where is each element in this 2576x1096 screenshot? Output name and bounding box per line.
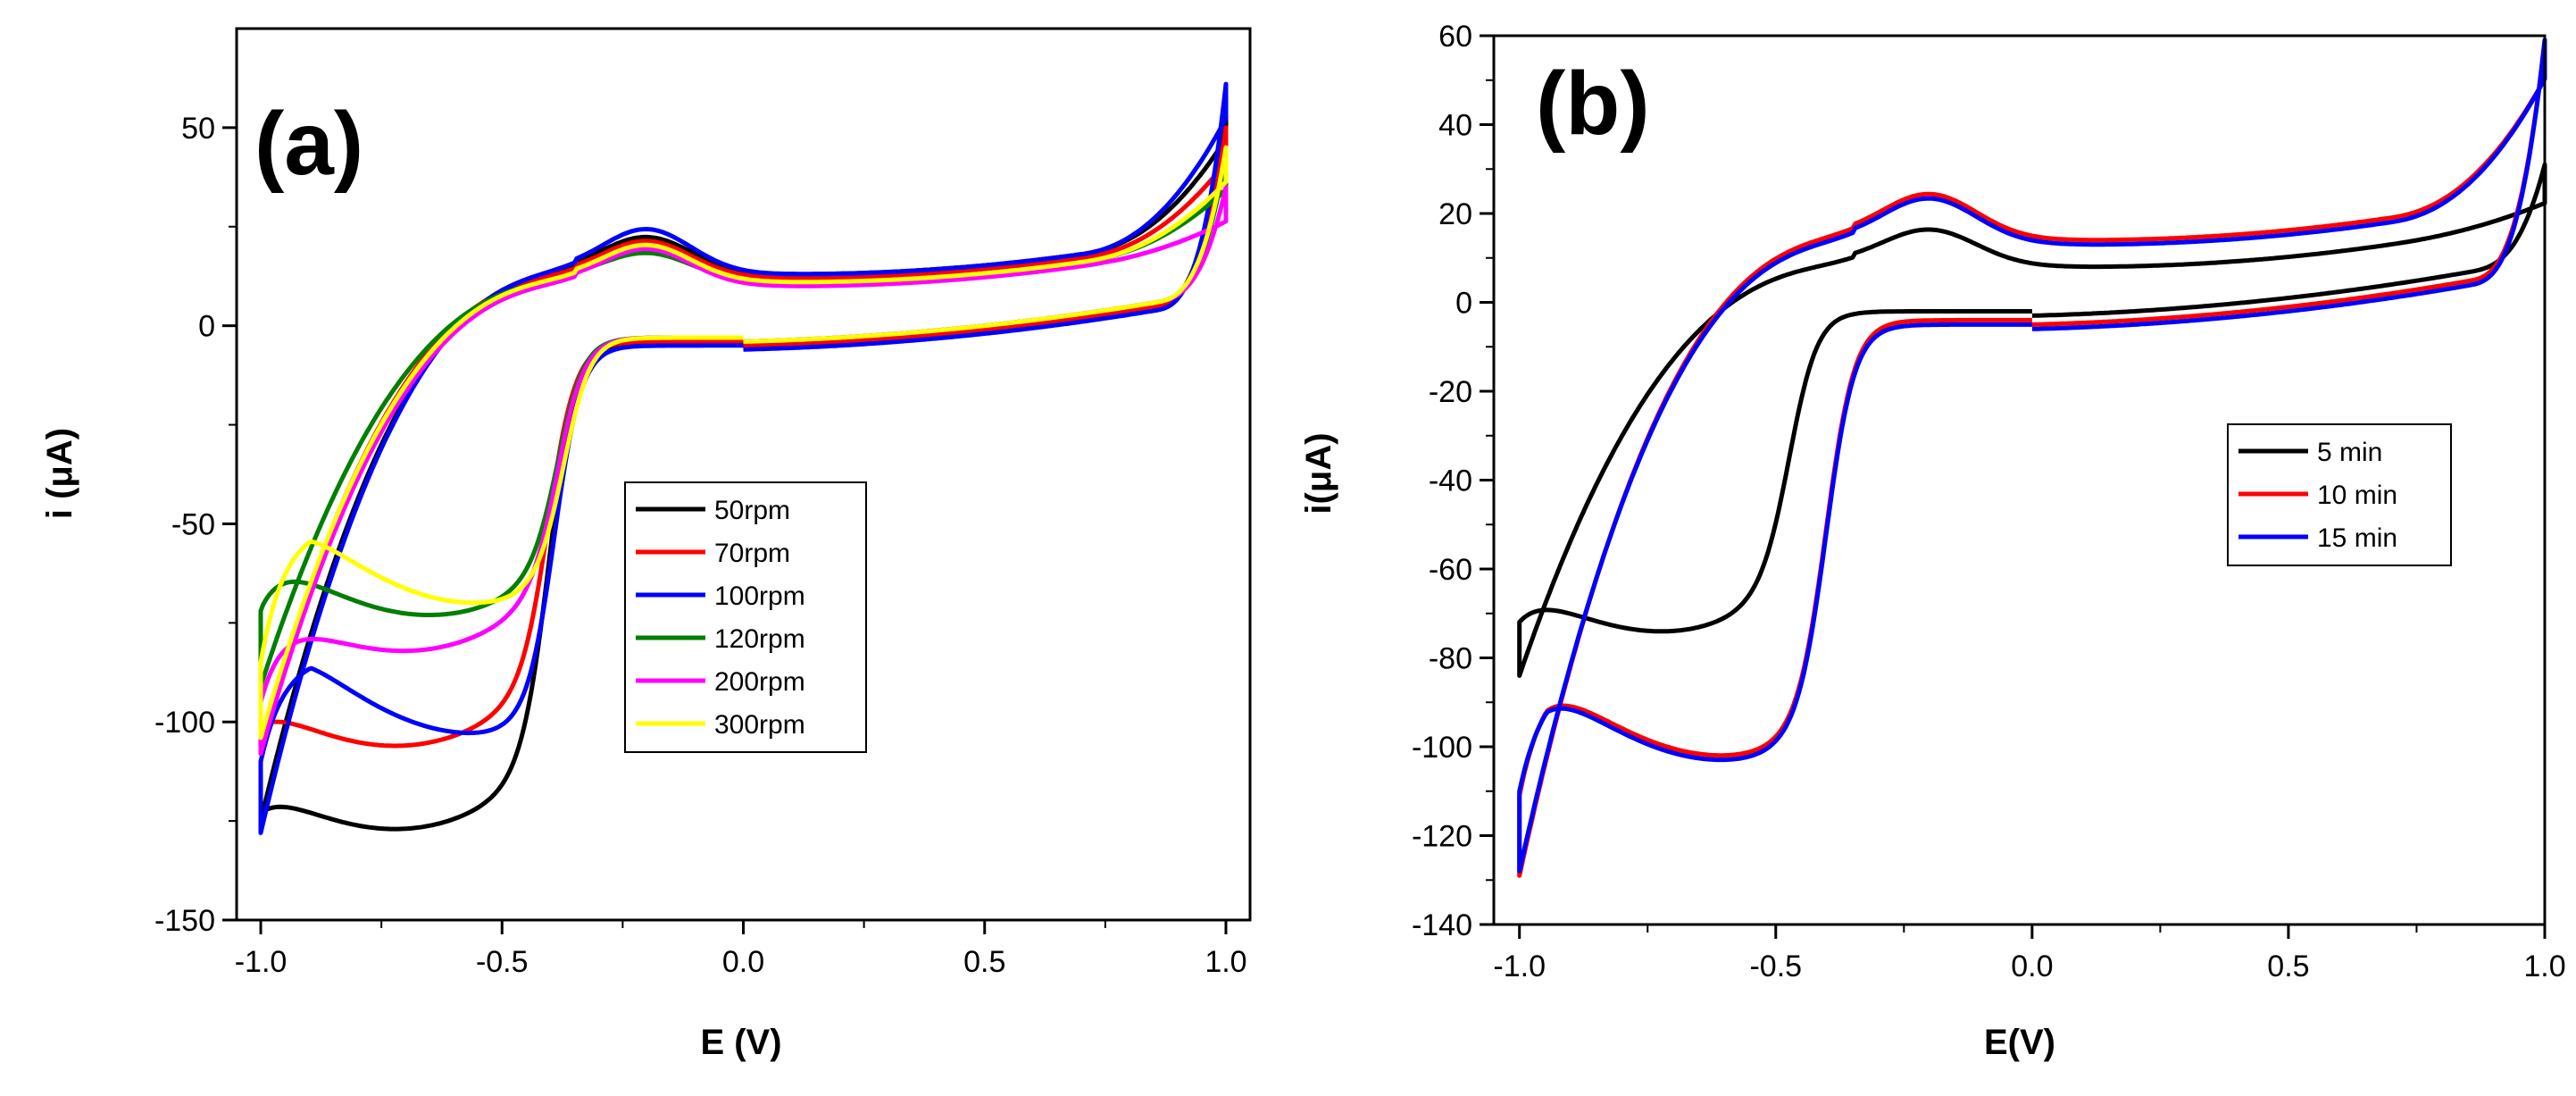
legend-entry: 120rpm xyxy=(714,624,805,654)
y-tick-label: 0 xyxy=(1455,287,1472,321)
panel-b-legend: 5 min 10 min 15 min xyxy=(2227,423,2452,566)
x-tick-label: -1.0 xyxy=(1493,950,1546,983)
legend-entry: 50rpm xyxy=(714,496,790,525)
y-tick-label: 40 xyxy=(1438,109,1472,143)
legend-entry: 5 min xyxy=(2317,438,2382,467)
y-tick-label: -20 xyxy=(1429,375,1472,409)
panel-b-y-axis-title: i(μA) xyxy=(1299,432,1338,514)
panel-a-plot-frame xyxy=(235,27,1252,922)
x-tick-label: 0.5 xyxy=(963,945,1005,979)
y-tick-label: -50 xyxy=(171,507,215,541)
panel-a-axis-ticks: -1.0 -0.5 0.0 0.5 1.0 -150 -100 -50 0 50 xyxy=(154,112,1247,979)
series-line-5-min xyxy=(1517,162,2547,678)
x-tick-label: 0.5 xyxy=(2267,950,2309,983)
panel-b-label: (b) xyxy=(1536,54,1650,154)
y-tick-label: 0 xyxy=(198,310,215,344)
legend-entry: 15 min xyxy=(2317,523,2397,553)
x-tick-label: 0.0 xyxy=(2011,950,2053,983)
panel-b-curves xyxy=(1517,38,2547,878)
series-line-100rpm xyxy=(258,81,1229,835)
legend-box xyxy=(624,481,867,753)
panel-a-label: (a) xyxy=(254,94,363,194)
x-tick-label: -0.5 xyxy=(476,945,529,979)
y-tick-label: 50 xyxy=(181,112,215,146)
legend-entry: 200rpm xyxy=(714,667,805,697)
y-tick-label: -100 xyxy=(1412,731,1472,765)
y-tick-label: -100 xyxy=(154,706,215,740)
panel-a-legend: 50rpm 70rpm 100rpm 120rpm 200rpm 300rpm xyxy=(624,481,867,753)
y-tick-label: -150 xyxy=(154,904,215,938)
series-line-10-min xyxy=(1517,38,2547,878)
x-tick-label: 1.0 xyxy=(1205,945,1246,979)
series-line-15-min xyxy=(1517,38,2547,874)
legend-entry: 70rpm xyxy=(714,539,790,568)
y-tick-label: -120 xyxy=(1412,820,1472,854)
panel-a-chart: -1.0 -0.5 0.0 0.5 1.0 -150 -100 -50 0 50 (a) E (V… xyxy=(40,27,1252,1062)
legend-entry: 10 min xyxy=(2317,481,2397,510)
panel-a-x-axis-title: E (V) xyxy=(700,1023,781,1062)
y-tick-label: 60 xyxy=(1438,20,1472,54)
x-tick-label: 1.0 xyxy=(2523,950,2565,983)
y-tick-label: -40 xyxy=(1429,464,1472,498)
panel-b-x-axis-title: E(V) xyxy=(1984,1023,2055,1062)
y-tick-label: -60 xyxy=(1429,553,1472,587)
series-line-300rpm xyxy=(258,145,1229,740)
panel-a-y-axis-title: i (μA) xyxy=(40,428,79,519)
y-tick-label: -140 xyxy=(1412,908,1472,942)
x-tick-label: -0.5 xyxy=(1749,950,1802,983)
panel-b-axis-ticks: -1.0 -0.5 0.0 0.5 1.0 -140 -120 -100 -80 -60 -40 -2… xyxy=(1412,20,2566,983)
y-tick-label: 20 xyxy=(1438,197,1472,231)
legend-entry: 100rpm xyxy=(714,581,805,611)
series-line-70rpm xyxy=(258,125,1229,749)
panel-a-curves xyxy=(258,81,1229,835)
legend-entry: 300rpm xyxy=(714,710,805,740)
x-tick-label: 0.0 xyxy=(722,945,764,979)
y-tick-label: -80 xyxy=(1429,642,1472,676)
x-tick-label: -1.0 xyxy=(235,945,288,979)
panel-b-chart: -1.0 -0.5 0.0 0.5 1.0 -140 -120 -100 -80 -60 -40 -2… xyxy=(1299,20,2566,1062)
